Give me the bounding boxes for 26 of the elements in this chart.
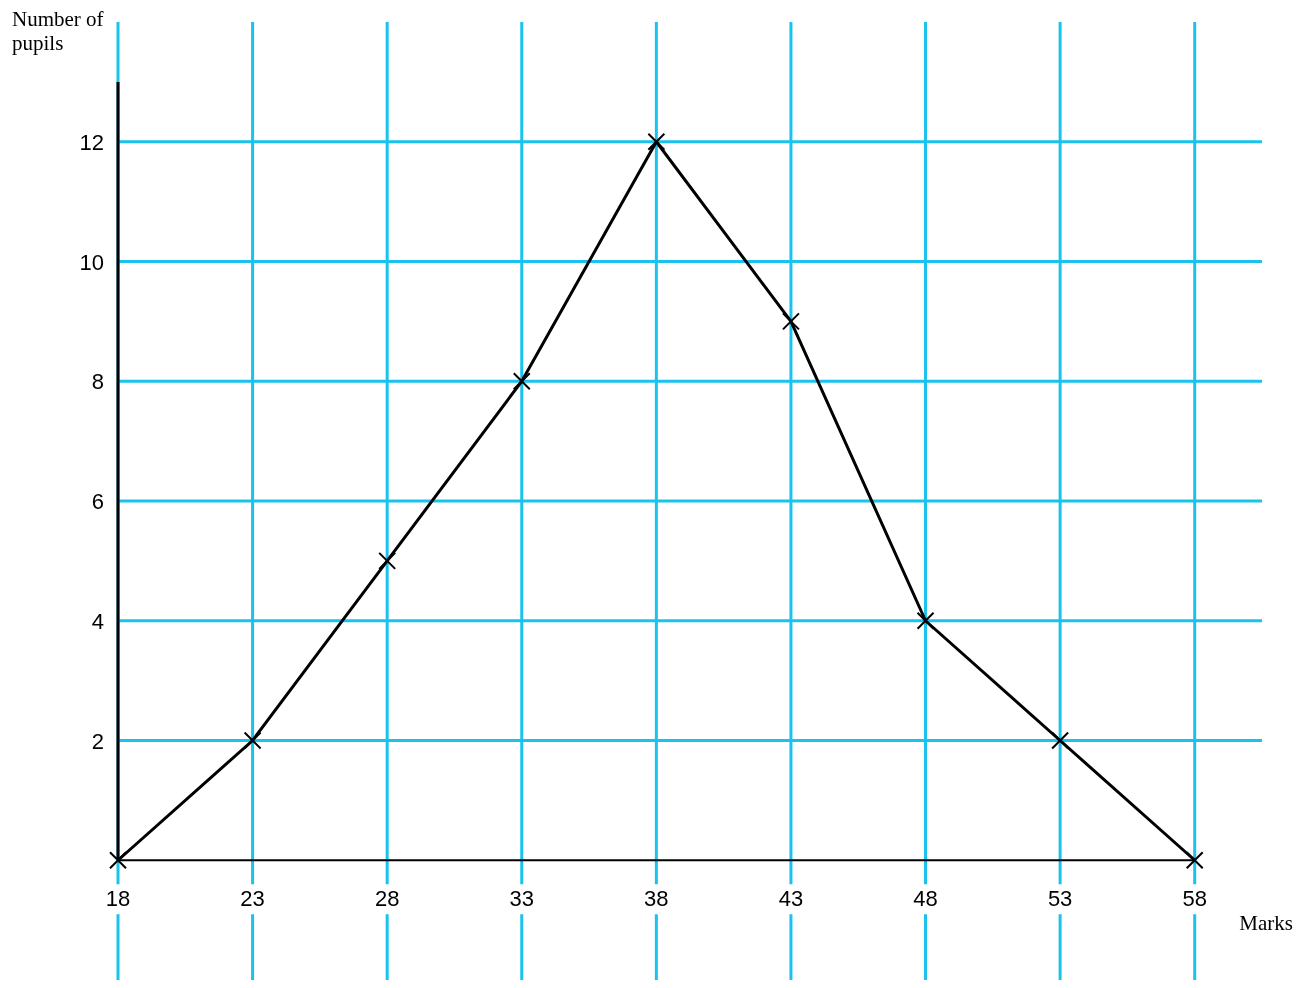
x-tick-label: 43: [778, 886, 804, 912]
y-tick-label: 6: [91, 489, 104, 514]
point: [512, 372, 531, 391]
x-tick-label: 58: [1182, 886, 1207, 912]
x-tick-label: 53: [1047, 886, 1073, 912]
y-tick-label: 8: [91, 369, 104, 395]
x-tick-label: 38: [644, 886, 669, 912]
point: [1185, 851, 1204, 870]
y-axis-title: Number of pupils: [12, 7, 104, 55]
point: [781, 312, 800, 331]
point: [916, 611, 935, 630]
y-tick-label: 4: [91, 608, 104, 634]
x-tick-label: 18: [105, 886, 131, 912]
x-tick-label: 33: [509, 886, 535, 912]
x-tick-label: 28: [374, 886, 400, 912]
x-axis-title: Marks: [1239, 911, 1293, 936]
y-tick-label: 2: [91, 728, 104, 754]
x-tick-label: 23: [240, 886, 265, 912]
x-tick-label: 48: [913, 886, 938, 912]
point: [1051, 731, 1070, 750]
point: [109, 851, 127, 870]
y-tick-label: 10: [79, 249, 104, 275]
point: [378, 551, 397, 570]
point: [243, 731, 262, 750]
y-tick-label: 12: [79, 129, 104, 155]
point: [647, 132, 666, 151]
